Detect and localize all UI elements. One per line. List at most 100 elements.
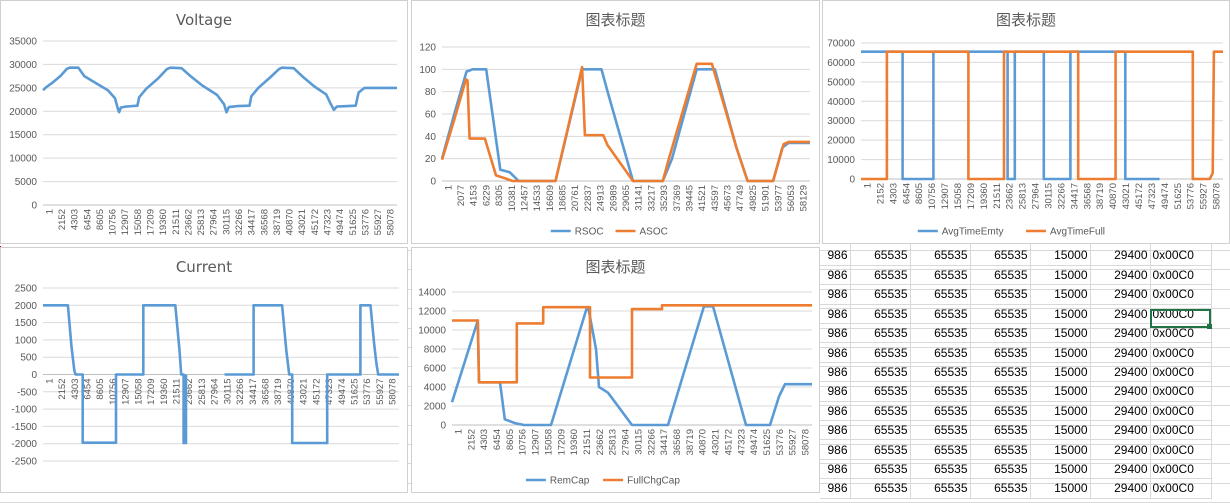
sheet-cell[interactable]: 986 xyxy=(820,265,851,286)
sheet-cell[interactable]: 65535 xyxy=(970,459,1031,480)
sheet-cell[interactable]: 65535 xyxy=(850,362,911,383)
sheet-cell[interactable]: 65535 xyxy=(970,420,1031,441)
selected-cell[interactable] xyxy=(1150,309,1211,328)
sheet-cell[interactable]: 65535 xyxy=(910,439,971,460)
sheet-cell[interactable]: 986 xyxy=(820,284,851,305)
sheet-cell[interactable]: 65535 xyxy=(850,401,911,422)
sheet-cell[interactable]: 29400 xyxy=(1090,420,1151,441)
sheet-cell[interactable]: 65535 xyxy=(910,265,971,286)
sheet-cell[interactable]: 65535 xyxy=(970,401,1031,422)
sheet-cell[interactable]: 15000 xyxy=(1030,478,1091,499)
sheet-cell[interactable]: 65535 xyxy=(970,439,1031,460)
sheet-cell[interactable]: 29400 xyxy=(1090,342,1151,363)
sheet-cell[interactable]: 65535 xyxy=(970,323,1031,344)
sheet-cell[interactable]: 0x00C0 xyxy=(1150,246,1212,266)
sheet-cell[interactable]: 29400 xyxy=(1090,265,1151,286)
sheet-cell[interactable]: 65535 xyxy=(850,265,911,286)
sheet-cell[interactable]: 65535 xyxy=(850,459,911,480)
sheet-cell[interactable]: 0x00C0 xyxy=(1150,362,1212,383)
sheet-cell[interactable]: 65535 xyxy=(970,246,1031,266)
fill-handle[interactable] xyxy=(1207,324,1212,329)
sheet-cell[interactable]: 65535 xyxy=(970,304,1031,325)
sheet-cell[interactable]: 65535 xyxy=(910,420,971,441)
sheet-cell[interactable]: 15000 xyxy=(1030,265,1091,286)
sheet-cell[interactable]: 986 xyxy=(820,323,851,344)
series-line-current-1 xyxy=(224,304,399,445)
sheet-cell[interactable]: 986 xyxy=(820,342,851,363)
sheet-cell[interactable]: 29400 xyxy=(1090,478,1151,499)
sheet-cell[interactable]: 0x00C0 xyxy=(1150,478,1212,499)
sheet-cell[interactable]: 986 xyxy=(820,478,851,499)
sheet-cell[interactable]: 65535 xyxy=(850,478,911,499)
chart-avgtime[interactable]: 图表标题 0 10000 20000 30000 40000 50000 60000 70000… xyxy=(822,0,1230,244)
sheet-cell[interactable]: 29400 xyxy=(1090,304,1151,325)
sheet-cell[interactable]: 65535 xyxy=(850,420,911,441)
sheet-cell[interactable]: 15000 xyxy=(1030,362,1091,383)
sheet-cell[interactable]: 15000 xyxy=(1030,459,1091,480)
sheet-cell[interactable]: 0x00C0 xyxy=(1150,265,1212,286)
sheet-cell[interactable]: 29400 xyxy=(1090,439,1151,460)
sheet-cell[interactable]: 986 xyxy=(820,401,851,422)
sheet-cell[interactable]: 65535 xyxy=(910,323,971,344)
sheet-cell[interactable]: 986 xyxy=(820,459,851,480)
sheet-cell[interactable]: 65535 xyxy=(850,381,911,402)
sheet-cell[interactable]: 65535 xyxy=(970,265,1031,286)
sheet-cell[interactable]: 65535 xyxy=(850,246,911,266)
sheet-cell[interactable]: 65535 xyxy=(910,342,971,363)
sheet-cell[interactable]: 0x00C0 xyxy=(1150,284,1212,305)
sheet-cell[interactable]: 0x00C0 xyxy=(1150,323,1212,344)
sheet-cell[interactable]: 65535 xyxy=(910,246,971,266)
sheet-cell[interactable]: 15000 xyxy=(1030,304,1091,325)
sheet-cell[interactable]: 29400 xyxy=(1090,246,1151,266)
sheet-cell[interactable]: 65535 xyxy=(850,284,911,305)
sheet-cell[interactable]: 15000 xyxy=(1030,342,1091,363)
sheet-cell[interactable]: 0x00C0 xyxy=(1150,342,1212,363)
sheet-cell[interactable]: 65535 xyxy=(910,478,971,499)
sheet-cell[interactable]: 29400 xyxy=(1090,459,1151,480)
sheet-cell[interactable]: 65535 xyxy=(970,478,1031,499)
sheet-cell[interactable]: 65535 xyxy=(910,401,971,422)
sheet-cell[interactable]: 29400 xyxy=(1090,362,1151,383)
chart-current[interactable]: Current -2500 -2000 -1500 -1000 -500 0 500 1000 1… xyxy=(0,247,408,493)
sheet-cell[interactable]: 65535 xyxy=(850,439,911,460)
sheet-cell[interactable]: 0x00C0 xyxy=(1150,420,1212,441)
chart-voltage[interactable]: Voltage 0 5000 10000 15000 20000 25000 30000 350… xyxy=(0,0,408,244)
sheet-cell[interactable]: 0x00C0 xyxy=(1150,439,1212,460)
sheet-cell[interactable]: 29400 xyxy=(1090,284,1151,305)
sheet-cell[interactable]: 65535 xyxy=(910,459,971,480)
sheet-cell[interactable]: 29400 xyxy=(1090,401,1151,422)
sheet-cell[interactable]: 15000 xyxy=(1030,246,1091,266)
sheet-cell[interactable]: 986 xyxy=(820,381,851,402)
sheet-cell[interactable]: 0x00C0 xyxy=(1150,459,1212,480)
sheet-cell[interactable]: 0x00C0 xyxy=(1150,401,1212,422)
sheet-cell[interactable]: 15000 xyxy=(1030,381,1091,402)
sheet-cell[interactable]: 986 xyxy=(820,420,851,441)
sheet-cell[interactable]: 986 xyxy=(820,304,851,325)
sheet-cell[interactable]: 65535 xyxy=(910,284,971,305)
sheet-cell[interactable]: 65535 xyxy=(970,381,1031,402)
sheet-cell[interactable]: 65535 xyxy=(910,304,971,325)
sheet-cell[interactable]: 986 xyxy=(820,246,851,266)
sheet-cell[interactable]: 15000 xyxy=(1030,401,1091,422)
sheet-cell[interactable]: 65535 xyxy=(970,284,1031,305)
x-tick-label: 20761 xyxy=(570,185,581,211)
sheet-cell[interactable]: 0x00C0 xyxy=(1150,381,1212,402)
sheet-cell[interactable]: 65535 xyxy=(850,304,911,325)
chart-cap[interactable]: 图表标题 0 2000 4000 6000 8000 10000 12000 14000 1 215… xyxy=(411,247,820,493)
sheet-cell[interactable]: 15000 xyxy=(1030,420,1091,441)
sheet-cell[interactable]: 29400 xyxy=(1090,323,1151,344)
sheet-cell[interactable]: 986 xyxy=(820,362,851,383)
sheet-cell[interactable]: 65535 xyxy=(910,381,971,402)
sheet-cell[interactable]: 65535 xyxy=(970,362,1031,383)
sheet-cell[interactable]: 15000 xyxy=(1030,439,1091,460)
sheet-cell[interactable]: 29400 xyxy=(1090,381,1151,402)
sheet-cell[interactable]: 15000 xyxy=(1030,284,1091,305)
sheet-cell[interactable]: 986 xyxy=(820,439,851,460)
chart-soc[interactable]: 图表标题 0 20 40 60 80 100 120 1 2077 4153 6229 8305 1038… xyxy=(411,0,820,244)
sheet-cell[interactable]: 65535 xyxy=(850,323,911,344)
sheet-cell[interactable]: 15000 xyxy=(1030,323,1091,344)
sheet-cell[interactable]: 65535 xyxy=(910,362,971,383)
sheet-cell[interactable]: 65535 xyxy=(850,342,911,363)
sheet-cell[interactable]: 65535 xyxy=(970,342,1031,363)
y-tick-label: 12000 xyxy=(418,307,446,318)
